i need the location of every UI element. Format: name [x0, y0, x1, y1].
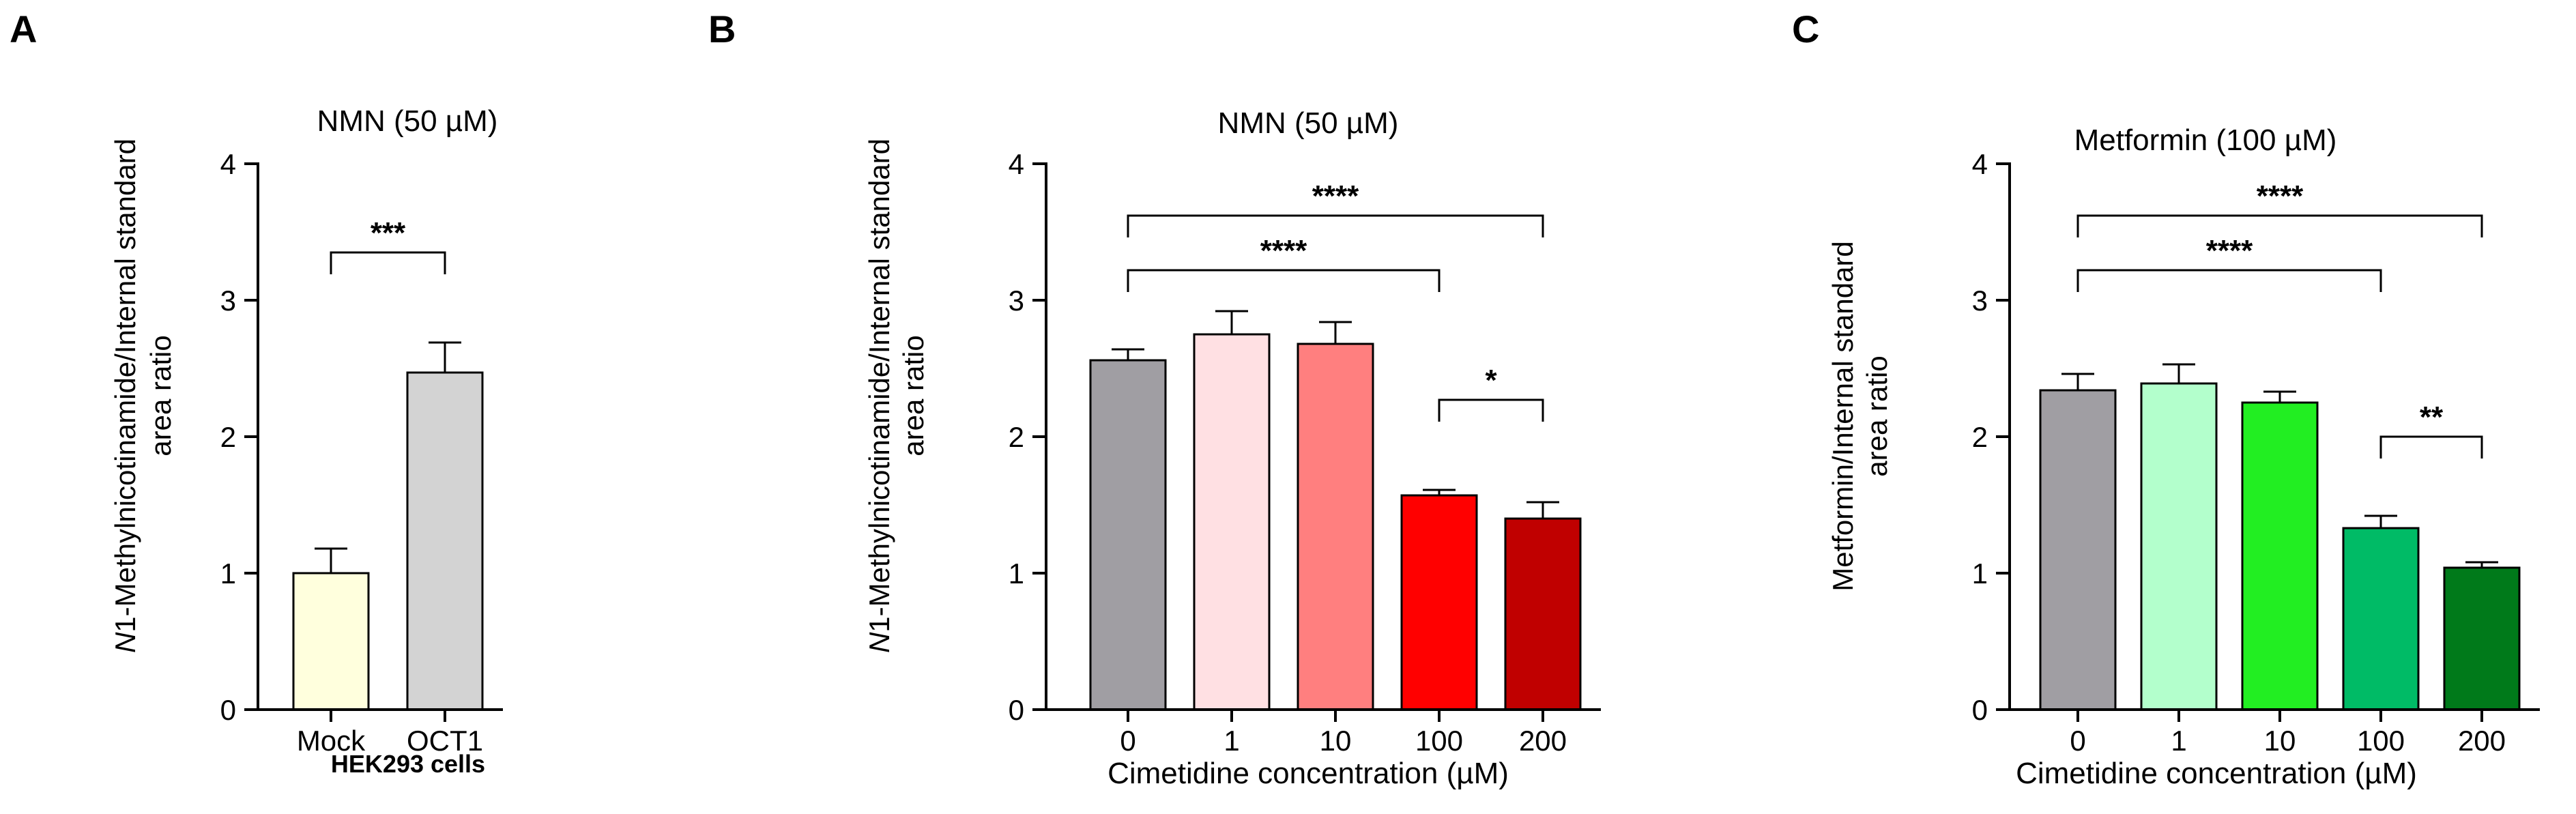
- panel-a-ylabel-line1: 1-Methylnicotinamide/Internal standard: [109, 139, 141, 633]
- y-tick-label: 1: [220, 557, 236, 590]
- significance-bracket: [330, 251, 446, 274]
- y-tick-label: 4: [1972, 148, 1988, 180]
- panel-c-ylabel-line1: Metformin/Internal standard: [1827, 241, 1859, 592]
- panel-a-title: NMN (50 µM): [317, 104, 498, 138]
- y-tick-label: 4: [220, 148, 236, 180]
- y-tick-label: 0: [220, 694, 236, 726]
- y-tick-label: 3: [1972, 285, 1988, 317]
- bar: [1089, 359, 1167, 711]
- panel-b-x-axis: 0 1 10 100 200: [1045, 708, 1601, 757]
- bar: [1400, 494, 1478, 711]
- y-tick-label: 0: [1972, 694, 1988, 726]
- panel-a-brackets: ***: [330, 216, 446, 274]
- bar: [2140, 382, 2218, 711]
- panel-c-title: Metformin (100 µM): [2074, 123, 2337, 157]
- panel-b-ylabel-line1: 1-Methylnicotinamide/Internal standard: [863, 139, 895, 633]
- significance-label: ****: [2206, 234, 2253, 267]
- x-tick-label: 100: [2357, 725, 2405, 757]
- x-tick-label: 0: [2070, 725, 2085, 757]
- panel-c-brackets: **********: [2076, 179, 2483, 459]
- panel-a-ylabel-italic: N: [109, 632, 141, 653]
- y-tick-label: 0: [1009, 694, 1024, 726]
- panel-b-ylabel-italic: N: [863, 632, 895, 653]
- y-tick-label: 1: [1972, 557, 1988, 590]
- significance-label: ****: [2257, 179, 2304, 213]
- y-tick-label: 2: [220, 421, 236, 453]
- x-tick-label: 200: [2458, 725, 2506, 757]
- panel-c: C Metformin (100 µM) Metformin/Internal …: [1792, 8, 2540, 790]
- bar: [292, 572, 370, 711]
- bar: [2039, 389, 2117, 711]
- bar: [1193, 333, 1271, 711]
- significance-bracket: [2076, 214, 2483, 237]
- x-tick-label: 0: [1120, 725, 1135, 757]
- panel-letter-a: A: [10, 8, 37, 50]
- panel-b-title: NMN (50 µM): [1218, 106, 1399, 140]
- panel-c-ylabel-line2: area ratio: [1861, 355, 1893, 476]
- panel-letter-b: B: [708, 8, 736, 50]
- significance-label: ****: [1312, 179, 1359, 213]
- y-tick-label: 3: [1009, 285, 1024, 317]
- x-tick-label: 200: [1519, 725, 1567, 757]
- x-tick-label: 1: [2171, 725, 2186, 757]
- x-tick-label: 10: [2264, 725, 2296, 757]
- significance-bracket: [2076, 269, 2382, 292]
- bar: [2342, 527, 2420, 711]
- y-tick-label: 3: [220, 285, 236, 317]
- x-tick-label: 1: [1224, 725, 1239, 757]
- bar: [1504, 517, 1582, 711]
- bar: [2241, 401, 2319, 711]
- panel-a-ylabel: N1-Methylnicotinamide/Internal standard: [109, 139, 141, 653]
- panel-c-bars: [2039, 363, 2521, 711]
- panel-b: B NMN (50 µM) N1-Methylnicotinamide/Inte…: [708, 8, 1601, 790]
- y-tick-label: 2: [1972, 421, 1988, 453]
- panel-b-bars: [1089, 310, 1582, 711]
- significance-label: ****: [1260, 234, 1307, 267]
- y-tick-label: 1: [1009, 557, 1024, 590]
- significance-label: *: [1485, 364, 1497, 397]
- bar: [406, 371, 484, 711]
- panel-c-ylabel: Metformin/Internal standard: [1827, 241, 1859, 592]
- significance-bracket: [1438, 398, 1544, 422]
- bar: [2443, 566, 2521, 711]
- x-tick-label: OCT1: [407, 725, 483, 757]
- panel-a-x-axis: Mock OCT1: [257, 708, 503, 757]
- panel-b-y-axis: 0 1 2 3 4: [1009, 148, 1047, 726]
- panel-c-x-axis: 0 1 10 100 200: [2008, 708, 2540, 757]
- panel-c-xlabel: Cimetidine concentration (µM): [2016, 757, 2417, 790]
- y-tick-label: 4: [1009, 148, 1024, 180]
- panel-c-y-axis: 0 1 2 3 4: [1972, 148, 2011, 726]
- panel-a-y-axis: 0 1 2 3 4: [220, 148, 259, 726]
- significance-bracket: [1127, 214, 1544, 237]
- panel-a-ylabel-line2: area ratio: [145, 335, 177, 456]
- panel-b-ylabel-line2: area ratio: [897, 335, 929, 456]
- significance-bracket: [2379, 435, 2483, 459]
- significance-bracket: [1127, 269, 1441, 292]
- significance-label: **: [2420, 401, 2444, 434]
- significance-label: ***: [371, 216, 406, 250]
- bar: [1297, 343, 1374, 711]
- panel-a-xlabel: HEK293 cells: [331, 750, 485, 778]
- x-tick-label: Mock: [297, 725, 366, 757]
- panel-b-ylabel: N1-Methylnicotinamide/Internal standard: [863, 139, 895, 653]
- panel-b-xlabel: Cimetidine concentration (µM): [1108, 757, 1509, 790]
- panel-letter-c: C: [1792, 8, 1819, 50]
- x-tick-label: 100: [1415, 725, 1463, 757]
- panel-a: A NMN (50 µM) N1-Methylnicotinamide/Inte…: [10, 8, 503, 778]
- x-tick-label: 10: [1320, 725, 1352, 757]
- panel-b-brackets: *********: [1127, 179, 1544, 422]
- y-tick-label: 2: [1009, 421, 1024, 453]
- panel-a-bars: [292, 341, 484, 711]
